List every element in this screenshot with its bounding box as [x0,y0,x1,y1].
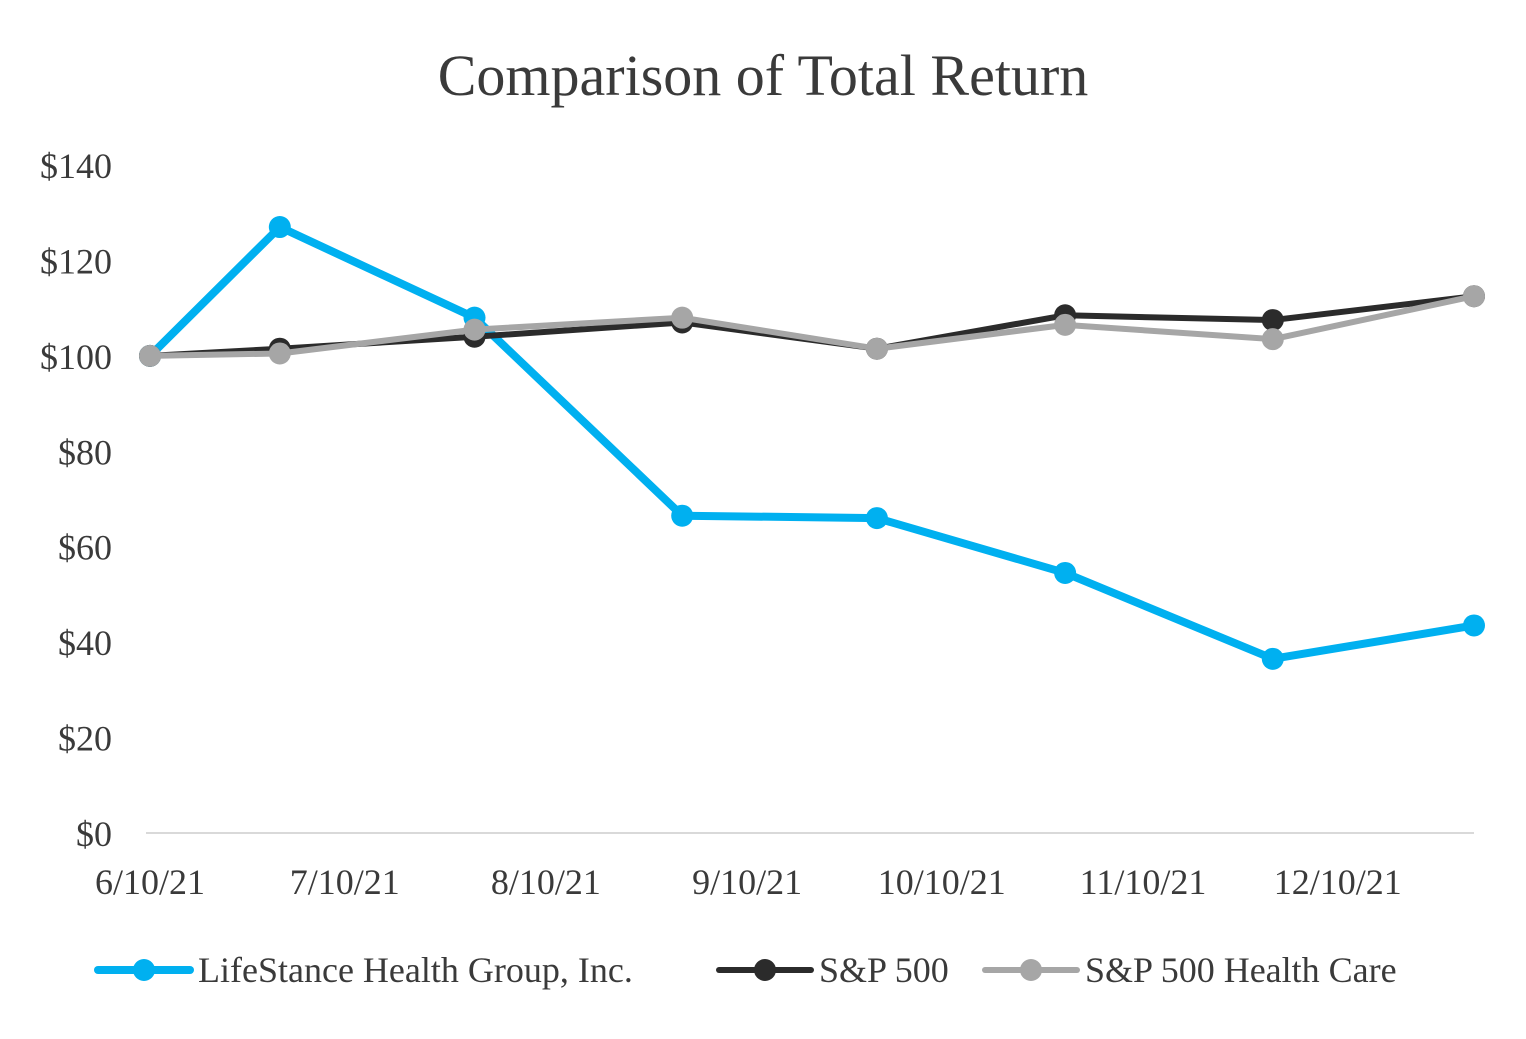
data-point [1463,285,1485,308]
data-point [865,507,888,530]
data-point [463,318,486,341]
y-tick-label: $140 [40,146,112,186]
y-tick-label: $100 [40,337,112,377]
y-tick-label: $20 [58,719,112,759]
y-tick-label: $80 [58,432,112,472]
data-point [865,337,888,360]
data-point [1054,561,1077,584]
data-point [268,342,291,365]
y-tick-label: $60 [58,528,112,568]
chart-title: Comparison of Total Return [438,43,1089,108]
legend-label: S&P 500 [819,950,949,990]
legend-item: S&P 500 Health Care [982,950,1397,990]
data-point [671,306,694,329]
y-tick-label: $0 [76,814,112,854]
series-line [146,223,1478,663]
x-tick-label: 10/10/21 [878,862,1006,902]
series-2 [139,285,1485,367]
data-point [1463,614,1485,637]
legend-item: LifeStance Health Group, Inc. [94,950,633,990]
axes: $0 $20 $40 $60 $80 $100 $120 $140 6/10/21 7/10/21… [40,146,1474,902]
x-tick-label: 7/10/21 [290,862,400,902]
series-line [147,293,1477,359]
data-point [1261,647,1284,670]
data-point [1261,309,1284,332]
legend-swatch-marker [754,959,776,981]
x-tick-label: 9/10/21 [692,862,802,902]
x-tick-label: 11/10/21 [1080,862,1207,902]
series-group [139,216,1485,670]
legend-item: S&P 500 [716,950,949,990]
legend-label: LifeStance Health Group, Inc. [198,950,633,990]
data-point [1054,313,1077,336]
legend-swatch-marker [133,959,155,981]
series-0 [139,216,1485,670]
y-tick-label: $40 [58,623,112,663]
legend: LifeStance Health Group, Inc. S&P 500 S&P … [94,950,1397,990]
x-tick-label: 12/10/21 [1274,862,1402,902]
x-tick-label: 8/10/21 [491,862,601,902]
data-point [139,344,161,367]
x-tick-label: 6/10/21 [95,862,205,902]
y-tick-label: $120 [40,241,112,281]
data-point [268,216,291,239]
legend-label: S&P 500 Health Care [1085,950,1397,990]
data-point [1261,328,1284,351]
series-1 [139,285,1485,367]
data-point [671,504,694,527]
legend-swatch-marker [1020,959,1042,981]
